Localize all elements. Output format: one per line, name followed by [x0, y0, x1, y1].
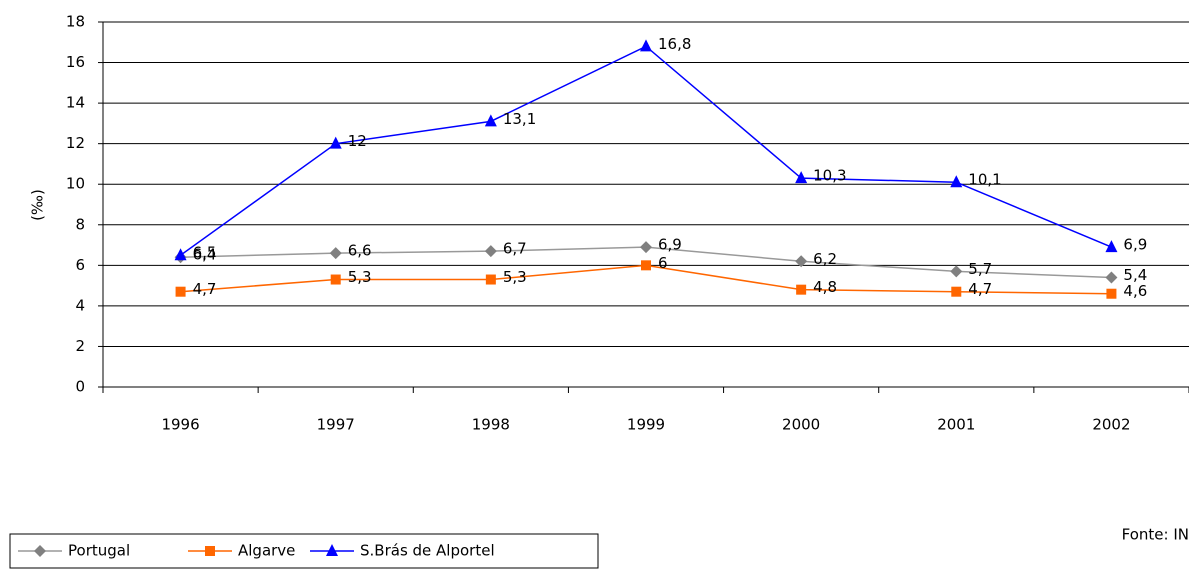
marker [329, 247, 342, 260]
data-label: 5,3 [503, 268, 527, 286]
data-label: 4,7 [193, 280, 217, 298]
x-tick-label: 1999 [627, 416, 665, 434]
x-tick-label: 1998 [472, 416, 510, 434]
marker [34, 545, 46, 557]
marker [640, 39, 652, 52]
marker [950, 175, 963, 188]
series-line [180, 45, 1112, 256]
marker [174, 248, 187, 261]
legend-label: S.Brás de Alportel [360, 542, 495, 560]
marker [484, 114, 497, 127]
data-label: 6,5 [193, 244, 217, 262]
marker [175, 286, 186, 297]
legend-box [9, 533, 599, 569]
y-tick-label: 4 [75, 296, 85, 314]
data-label: 16,8 [658, 35, 691, 53]
marker [1105, 240, 1118, 253]
y-tick-label: 10 [66, 175, 85, 193]
marker [329, 136, 342, 149]
y-tick-label: 16 [66, 53, 85, 71]
data-label: 6 [658, 254, 668, 272]
marker [796, 284, 807, 295]
marker [484, 245, 497, 258]
source: Fonte: IN [1122, 526, 1189, 544]
data-label: 10,1 [968, 171, 1001, 189]
x-tick-label: 2002 [1092, 416, 1130, 434]
y-axis-label: (‰) [29, 189, 47, 221]
marker [641, 260, 651, 271]
data-label: 5,3 [348, 268, 372, 286]
data-label: 6,9 [1123, 236, 1147, 254]
data-label: 5,4 [1123, 266, 1147, 284]
data-label: 10,3 [813, 167, 846, 185]
marker [1105, 271, 1118, 284]
data-label: 6,2 [813, 250, 837, 268]
y-tick-label: 8 [75, 215, 85, 233]
x-tick-label: 1996 [161, 416, 199, 434]
marker [795, 171, 808, 184]
x-tick-label: 2001 [937, 416, 975, 434]
y-tick-label: 12 [66, 134, 85, 152]
data-label: 13,1 [503, 110, 536, 128]
data-label: 4,7 [968, 280, 992, 298]
data-label: 6,4 [193, 246, 217, 264]
marker [1106, 288, 1117, 299]
data-label: 4,8 [813, 278, 837, 296]
marker [951, 286, 962, 297]
data-label: 6,7 [503, 240, 527, 258]
legend-label: Portugal [68, 542, 130, 560]
y-tick-label: 6 [75, 256, 85, 274]
data-label: 4,6 [1123, 282, 1147, 300]
y-tick-label: 0 [75, 378, 85, 396]
data-label: 6,6 [348, 242, 372, 260]
marker [485, 274, 496, 285]
y-tick-label: 18 [66, 13, 85, 31]
x-tick-label: 1997 [317, 416, 355, 434]
data-label: 5,7 [968, 260, 992, 278]
marker [640, 241, 652, 254]
marker [326, 544, 338, 556]
data-label: 12 [348, 132, 367, 150]
x-tick-label: 2000 [782, 416, 820, 434]
marker [795, 255, 808, 268]
marker [950, 265, 963, 278]
marker [205, 546, 215, 556]
legend-label: Algarve [238, 542, 295, 560]
y-tick-label: 14 [66, 94, 85, 112]
y-tick-label: 2 [75, 337, 85, 355]
marker [330, 274, 341, 285]
data-label: 6,9 [658, 236, 682, 254]
